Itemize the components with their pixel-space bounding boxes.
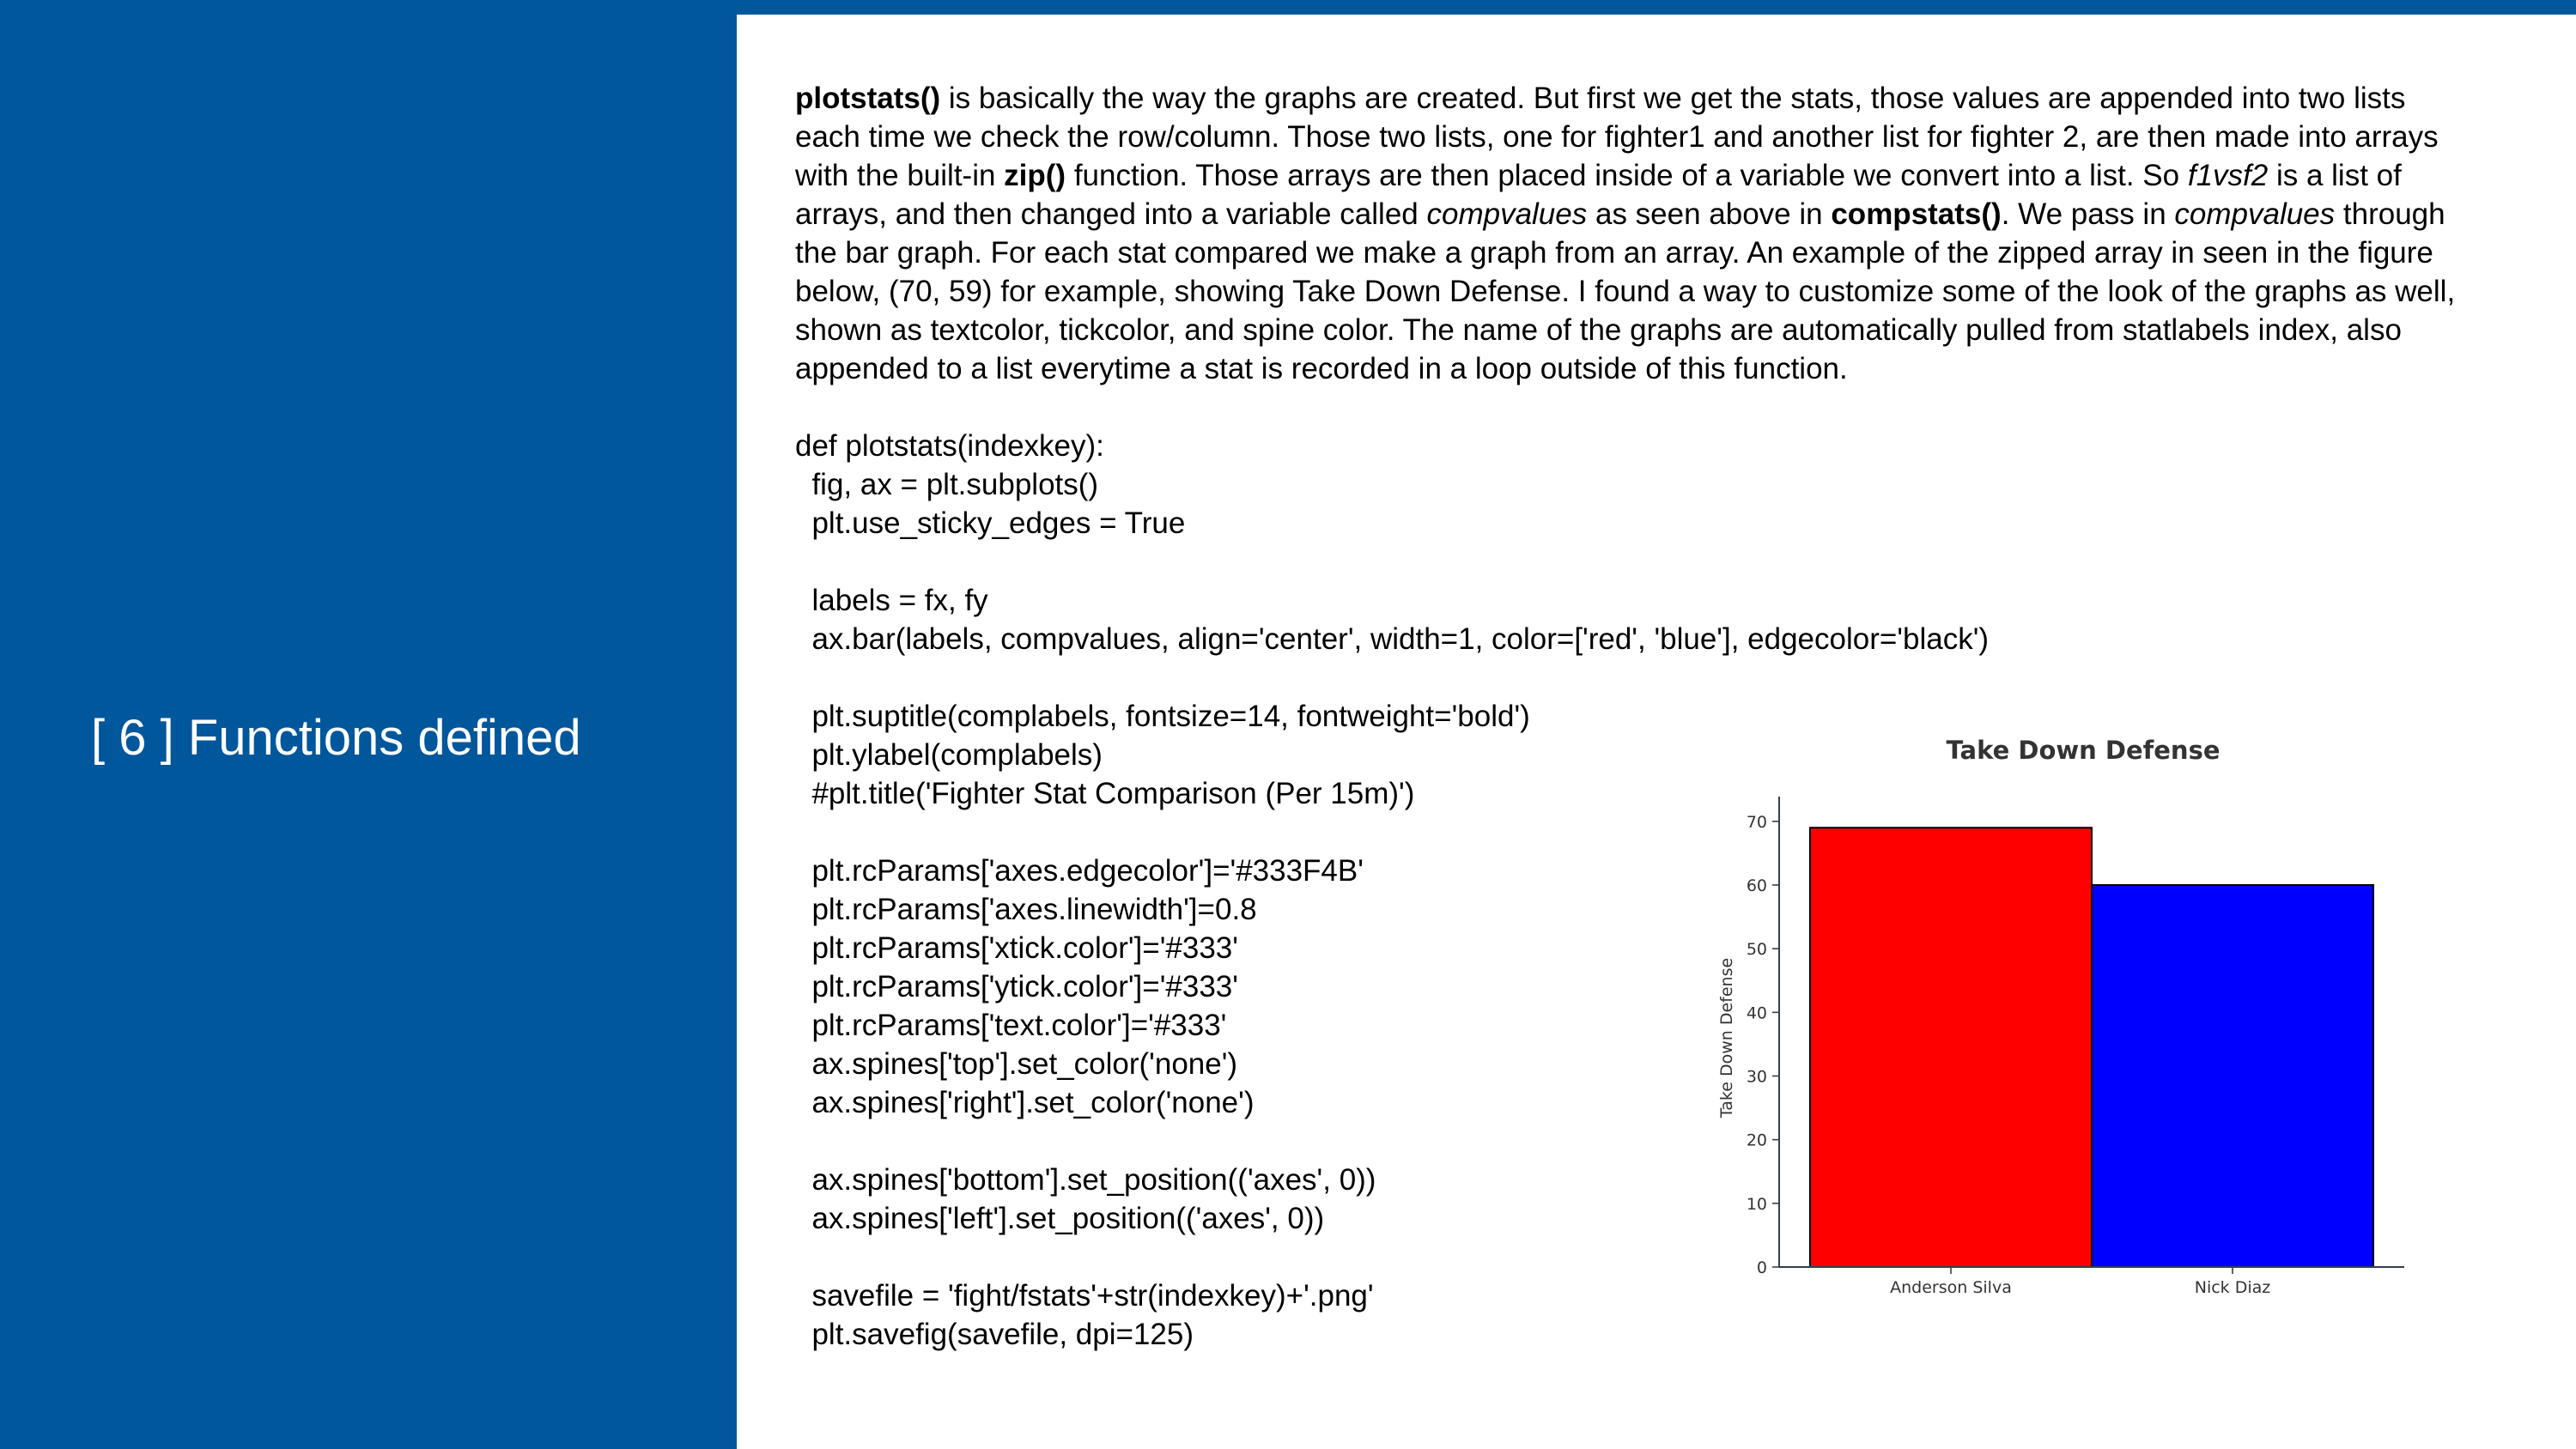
code-line: savefile = 'fight/fstats'+str(indexkey)+… xyxy=(795,1279,1374,1313)
y-tick-label: 30 xyxy=(1747,1068,1767,1087)
code-line: plt.rcParams['ytick.color']='#333' xyxy=(795,970,1238,1003)
code-line xyxy=(795,658,2478,697)
code-line: plt.suptitle(complabels, fontsize=14, fo… xyxy=(795,700,1530,733)
top-accent-bar xyxy=(737,0,2576,15)
code-line: plt.rcParams['text.color']='#333' xyxy=(795,1009,1227,1042)
description-text: . We pass in xyxy=(2001,197,2175,231)
variable-name: compvalues xyxy=(1426,197,1588,231)
code-line: def plotstats(indexkey): xyxy=(795,429,1104,463)
take-down-defense-chart: Take Down Defense Take Down Defense Anders… xyxy=(1717,736,2404,1297)
function-name: compstats() xyxy=(1831,197,2002,231)
code-line: plt.rcParams['axes.linewidth']=0.8 xyxy=(795,893,1257,926)
chart-title: Take Down Defense xyxy=(1946,736,2220,765)
variable-name: compvalues xyxy=(2174,197,2336,231)
description-text: as seen above in xyxy=(1587,197,1832,231)
sidebar-panel: [ 6 ] Functions defined xyxy=(0,0,737,1449)
y-tick-label: 10 xyxy=(1747,1195,1767,1214)
code-line: ax.spines['right'].set_color('none') xyxy=(795,1086,1255,1119)
x-tick-label: Nick Diaz xyxy=(2195,1278,2271,1297)
y-tick-label: 40 xyxy=(1747,1003,1767,1022)
bar-nick-diaz xyxy=(2091,884,2374,1268)
code-line: ax.spines['left'].set_position(('axes', … xyxy=(795,1202,1325,1235)
code-line: ax.spines['bottom'].set_position(('axes'… xyxy=(795,1163,1376,1197)
description-text: is basically the way the graphs are crea… xyxy=(795,82,2439,192)
y-tick-label: 50 xyxy=(1747,940,1767,959)
y-tick-label: 20 xyxy=(1747,1131,1767,1150)
slide-title: [ 6 ] Functions defined xyxy=(91,710,581,766)
y-tick-label: 70 xyxy=(1747,813,1767,832)
description-text: is a list of arrays, and then changed in… xyxy=(795,159,2402,231)
x-tick-label: Anderson Silva xyxy=(1890,1278,2012,1297)
code-line: ax.bar(labels, compvalues, align='center… xyxy=(795,622,1990,656)
code-line: fig, ax = plt.subplots() xyxy=(795,468,1099,501)
y-tick-label: 0 xyxy=(1757,1258,1767,1277)
bar-anderson-silva xyxy=(1809,827,2093,1268)
code-block: def plotstats(indexkey): fig, ax = plt.s… xyxy=(795,427,2478,1354)
code-line: labels = fx, fy xyxy=(795,584,988,617)
code-line xyxy=(795,543,2478,581)
code-line: ax.spines['top'].set_color('none') xyxy=(795,1047,1238,1081)
function-name: zip() xyxy=(1004,159,1066,192)
code-line: #plt.title('Fighter Stat Comparison (Per… xyxy=(795,777,1415,810)
variable-name: f1vsf2 xyxy=(2187,159,2269,192)
content-area: plotstats() is basically the way the gra… xyxy=(795,79,2478,1354)
description-text: function. Those arrays are then placed i… xyxy=(1066,159,2188,192)
code-line: plt.use_sticky_edges = True xyxy=(795,506,1186,540)
y-tick-label: 60 xyxy=(1747,876,1767,895)
function-name: plotstats() xyxy=(795,82,941,115)
code-line: plt.savefig(savefile, dpi=125) xyxy=(795,1318,1194,1351)
description-paragraph: plotstats() is basically the way the gra… xyxy=(795,79,2478,388)
code-line: plt.rcParams['xtick.color']='#333' xyxy=(795,931,1238,965)
description-text: through the bar graph. For each stat com… xyxy=(795,197,2456,385)
y-axis-label: Take Down Defense xyxy=(1717,958,1736,1119)
code-line: plt.ylabel(complabels) xyxy=(795,738,1103,772)
code-line: plt.rcParams['axes.edgecolor']='#333F4B' xyxy=(795,854,1364,888)
